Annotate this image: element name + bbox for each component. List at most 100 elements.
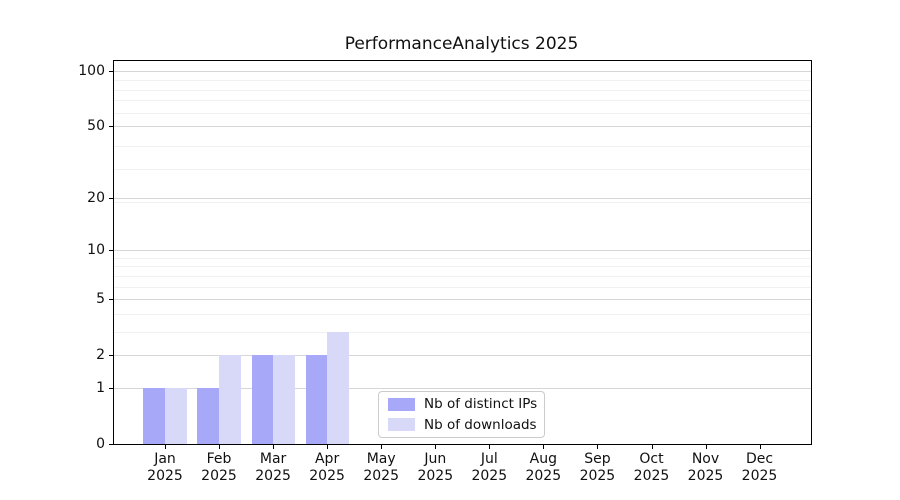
y-minor-gridline: [114, 71, 811, 73]
y-major-gridline: [114, 250, 811, 251]
x-tick-month: Sep: [584, 451, 611, 467]
y-minor-gridline: [114, 286, 811, 288]
x-tick-mark: [543, 445, 545, 449]
x-tick-mark: [651, 445, 653, 449]
x-tick-month: Dec: [745, 451, 774, 467]
x-tick-year: 2025: [201, 468, 237, 484]
x-tick-month: Apr: [314, 451, 340, 467]
legend: Nb of distinct IPs Nb of downloads: [378, 391, 545, 438]
x-tick-mark: [435, 445, 437, 449]
y-minor-gridline: [114, 112, 811, 114]
bar-downloads: [327, 331, 349, 444]
x-tick-mark: [705, 445, 707, 449]
legend-label: Nb of downloads: [424, 416, 537, 433]
y-tick-label: 0: [96, 436, 105, 452]
x-tick-month: Jul: [480, 451, 498, 467]
bar-distinct-ips: [197, 387, 219, 444]
x-tick-label: Aug 2025: [525, 451, 561, 485]
x-tick-month: Jan: [154, 451, 176, 467]
x-tick-year: 2025: [255, 468, 291, 484]
chart-title: PerformanceAnalytics 2025: [344, 34, 579, 54]
x-tick-month: Aug: [529, 451, 557, 467]
legend-swatch: [388, 397, 415, 411]
x-tick-month: Mar: [259, 451, 287, 467]
x-tick-label: Mar 2025: [255, 451, 291, 485]
x-tick-mark: [759, 445, 761, 449]
y-major-gridline: [114, 197, 811, 199]
x-tick-label: Nov 2025: [688, 451, 724, 485]
legend-swatch: [388, 418, 415, 432]
x-tick-year: 2025: [471, 468, 508, 484]
y-tick-mark: [109, 299, 113, 300]
x-tick-year: 2025: [633, 468, 670, 484]
y-tick-label: 50: [87, 117, 105, 134]
x-tick-year: 2025: [687, 468, 724, 484]
y-tick-label: 20: [87, 189, 105, 206]
y-minor-gridline: [114, 201, 811, 203]
x-tick-year: 2025: [579, 468, 616, 484]
x-tick-mark: [597, 445, 599, 449]
y-minor-gridline: [114, 89, 811, 91]
bar-downloads: [165, 387, 187, 444]
bar-distinct-ips: [305, 355, 328, 444]
y-major-gridline: [114, 125, 811, 127]
x-tick-mark: [165, 445, 166, 449]
y-tick-label: 2: [96, 347, 105, 364]
y-tick-label: 10: [87, 242, 105, 258]
y-tick-mark: [109, 125, 113, 127]
y-minor-gridline: [114, 79, 811, 81]
y-minor-gridline: [114, 313, 811, 315]
y-minor-gridline: [114, 257, 811, 259]
y-minor-gridline: [114, 331, 811, 333]
y-major-gridline: [114, 387, 811, 389]
x-tick-year: 2025: [741, 468, 778, 484]
y-tick-label: 1: [96, 379, 105, 396]
legend-label: Nb of distinct IPs: [424, 396, 538, 413]
y-tick-mark: [109, 355, 113, 357]
y-minor-gridline: [114, 275, 811, 277]
legend-entry: Nb of downloads: [388, 416, 537, 433]
bar-distinct-ips: [251, 355, 274, 444]
plot-area: 0 1 2 5 10 20 50 100 Jan 2025 Feb 2025 Mar 2025 Apr 202…: [78, 60, 812, 484]
x-tick-year: 2025: [309, 468, 345, 484]
y-tick-mark: [109, 387, 113, 389]
x-tick-label: May 2025: [363, 451, 399, 485]
x-tick-label: Dec 2025: [742, 451, 778, 485]
x-tick-label: Apr 2025: [309, 451, 345, 485]
y-tick-mark: [109, 70, 113, 72]
x-tick-month: Oct: [639, 451, 664, 467]
x-tick-label: Feb 2025: [201, 451, 237, 485]
bar-distinct-ips: [143, 387, 165, 444]
x-tick-month: Nov: [691, 451, 720, 467]
x-tick-year: 2025: [417, 468, 454, 484]
x-tick-label: Jun 2025: [417, 451, 453, 485]
bar-downloads: [219, 355, 241, 444]
y-tick-mark: [109, 444, 113, 445]
x-tick-mark: [273, 445, 275, 449]
x-tick-year: 2025: [525, 468, 562, 484]
x-tick-mark: [219, 445, 220, 449]
x-tick-year: 2025: [147, 468, 183, 484]
x-tick-label: Oct 2025: [634, 451, 670, 485]
y-tick-label: 5: [96, 291, 105, 307]
x-tick-label: Jan 2025: [147, 451, 183, 485]
y-major-gridline: [114, 70, 811, 72]
y-minor-gridline: [114, 266, 811, 268]
y-minor-gridline: [114, 168, 811, 170]
y-minor-gridline: [114, 100, 811, 102]
x-tick-month: May: [366, 451, 396, 467]
x-tick-label: Sep 2025: [580, 451, 616, 485]
x-tick-mark: [327, 445, 329, 449]
legend-entry: Nb of distinct IPs: [388, 396, 538, 413]
x-tick-label: Jul 2025: [471, 451, 507, 485]
x-tick-mark: [381, 445, 383, 449]
bar-downloads: [273, 355, 295, 444]
x-tick-year: 2025: [363, 468, 400, 484]
x-tick-month: Jun: [424, 451, 447, 467]
y-tick-mark: [109, 197, 113, 199]
y-major-gridline: [114, 299, 811, 300]
x-tick-mark: [489, 445, 491, 449]
y-major-gridline: [114, 355, 811, 357]
x-tick-month: Feb: [206, 451, 232, 467]
